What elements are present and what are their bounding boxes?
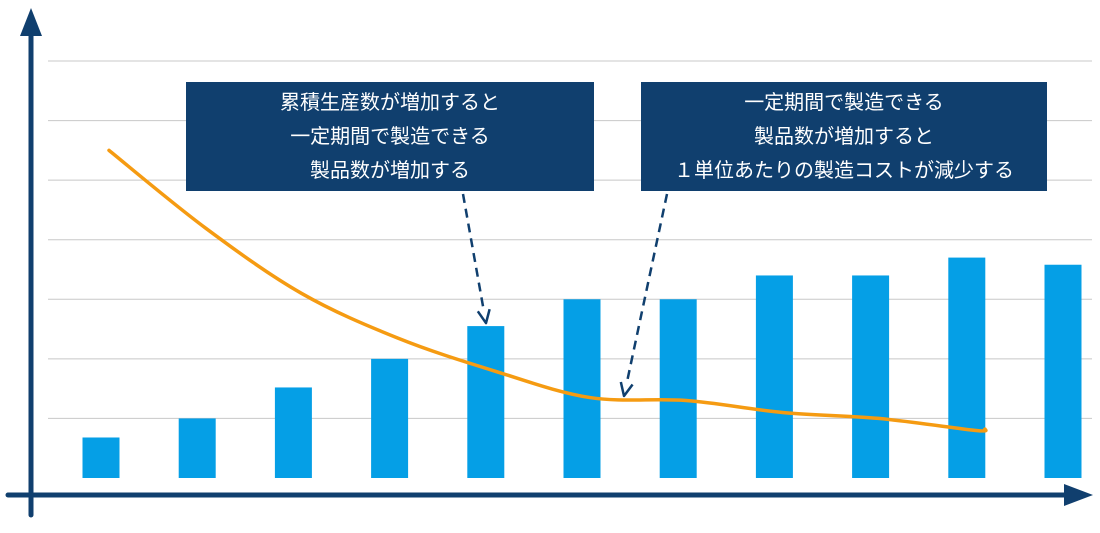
bar-2 <box>178 418 216 478</box>
callout-left-line-1: 累積生産数が増加すると <box>280 90 500 114</box>
arrow-right <box>625 193 669 384</box>
bar-4 <box>371 358 409 478</box>
bar-5 <box>467 326 505 478</box>
y-axis-arrowhead <box>20 8 42 36</box>
x-axis-arrowhead <box>1064 484 1093 506</box>
bar-6 <box>563 299 601 478</box>
callout-left-line-2: 一定期間で製造できる <box>290 124 490 148</box>
bars <box>82 257 1082 478</box>
callout-right-line-2: 製品数が増加すると <box>754 124 934 148</box>
callout-left: 累積生産数が増加すると 一定期間で製造できる 製品数が増加する <box>186 82 594 191</box>
bar-11 <box>1044 264 1082 478</box>
axes <box>5 8 1093 518</box>
arrow-left <box>461 193 485 311</box>
bar-10 <box>948 257 986 478</box>
arrow-right-head <box>619 381 634 398</box>
arrow-left-head <box>476 308 491 325</box>
callout-right-line-3: １単位あたりの製造コストが減少する <box>674 158 1014 182</box>
bar-1 <box>82 437 120 478</box>
bar-3 <box>274 387 312 478</box>
bar-7 <box>659 299 697 478</box>
callout-right-line-1: 一定期間で製造できる <box>744 90 944 114</box>
callout-left-line-3: 製品数が増加する <box>310 158 470 182</box>
bar-9 <box>852 275 890 478</box>
callout-right: 一定期間で製造できる 製品数が増加すると １単位あたりの製造コストが減少する <box>641 82 1047 191</box>
annotation-arrows <box>461 193 669 398</box>
bar-8 <box>755 275 793 478</box>
cost-line <box>107 148 988 433</box>
